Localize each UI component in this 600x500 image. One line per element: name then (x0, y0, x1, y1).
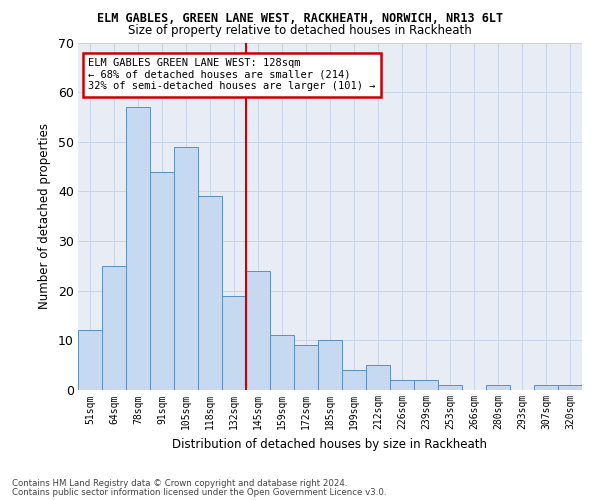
Y-axis label: Number of detached properties: Number of detached properties (38, 123, 51, 309)
Bar (246, 271, 270, 390)
Bar (558, 385, 582, 390)
Bar (486, 385, 510, 390)
Bar (438, 385, 462, 390)
Bar (150, 172, 174, 390)
Text: ELM GABLES, GREEN LANE WEST, RACKHEATH, NORWICH, NR13 6LT: ELM GABLES, GREEN LANE WEST, RACKHEATH, … (97, 12, 503, 26)
Bar (102, 266, 126, 390)
Bar (294, 346, 318, 390)
Bar (342, 370, 366, 390)
Bar (126, 107, 150, 390)
Bar (198, 196, 222, 390)
Text: ELM GABLES GREEN LANE WEST: 128sqm
← 68% of detached houses are smaller (214)
32: ELM GABLES GREEN LANE WEST: 128sqm ← 68%… (88, 58, 376, 92)
Text: Contains public sector information licensed under the Open Government Licence v3: Contains public sector information licen… (12, 488, 386, 497)
Bar (414, 380, 438, 390)
Bar (534, 385, 558, 390)
Bar (222, 296, 246, 390)
Bar (270, 336, 294, 390)
Bar (174, 147, 198, 390)
Bar (78, 330, 102, 390)
Bar (366, 365, 390, 390)
Bar (318, 340, 342, 390)
Bar (390, 380, 414, 390)
Text: Contains HM Land Registry data © Crown copyright and database right 2024.: Contains HM Land Registry data © Crown c… (12, 479, 347, 488)
X-axis label: Distribution of detached houses by size in Rackheath: Distribution of detached houses by size … (173, 438, 487, 451)
Text: Size of property relative to detached houses in Rackheath: Size of property relative to detached ho… (128, 24, 472, 37)
